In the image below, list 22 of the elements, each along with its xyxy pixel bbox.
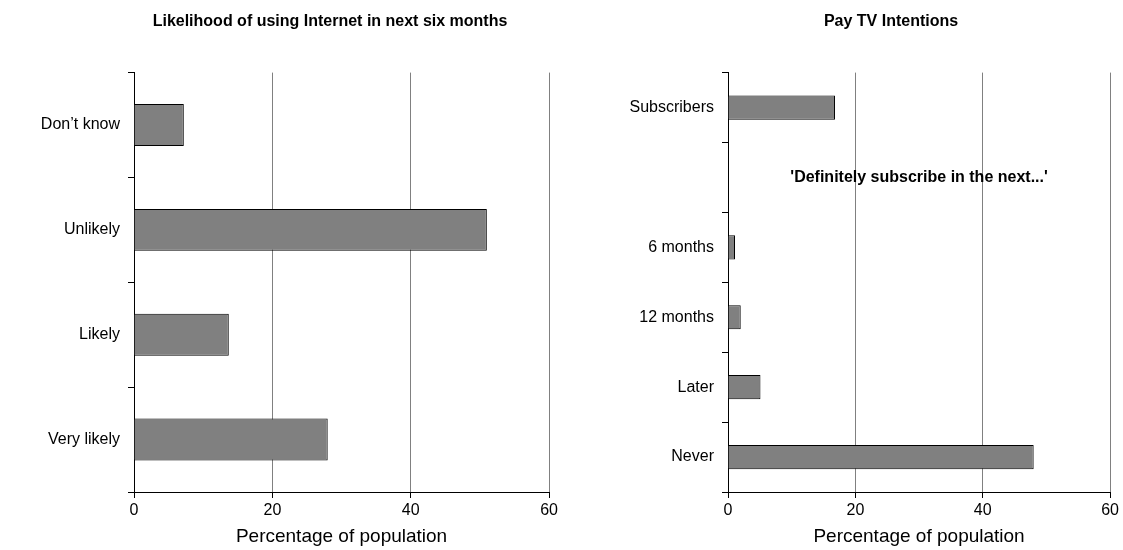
y-tick-label: 12 months: [639, 307, 714, 325]
y-tick-label: Very likely: [47, 429, 120, 447]
x-tick-label: 0: [129, 501, 139, 519]
y-tick-label: Don’t know: [40, 115, 121, 133]
x-tick-label: 0: [723, 501, 733, 519]
x-tick-label: 20: [846, 501, 865, 519]
y-tick-label: Subscribers: [629, 97, 714, 115]
x-axis-title: Percentage of population: [235, 524, 448, 546]
y-tick-label: Later: [677, 377, 715, 395]
x-axis-title: Percentage of population: [813, 524, 1025, 546]
annotation: 'Definitely subscribe in the next...': [790, 167, 1048, 185]
y-tick-label: 6 months: [648, 237, 714, 255]
y-tick-label: Unlikely: [63, 220, 120, 238]
y-tick-label: Never: [671, 447, 715, 465]
x-tick-label: 40: [401, 501, 420, 519]
y-tick-label: Likely: [79, 325, 120, 343]
x-tick-label: 60: [540, 501, 559, 519]
x-tick-label: 60: [1101, 501, 1120, 519]
chart-title: Pay TV Intentions: [822, 11, 960, 31]
x-tick-label: 20: [263, 501, 282, 519]
chart-title: Likelihood of using Internet in next six months: [151, 11, 509, 31]
x-tick-label: 40: [973, 501, 992, 519]
